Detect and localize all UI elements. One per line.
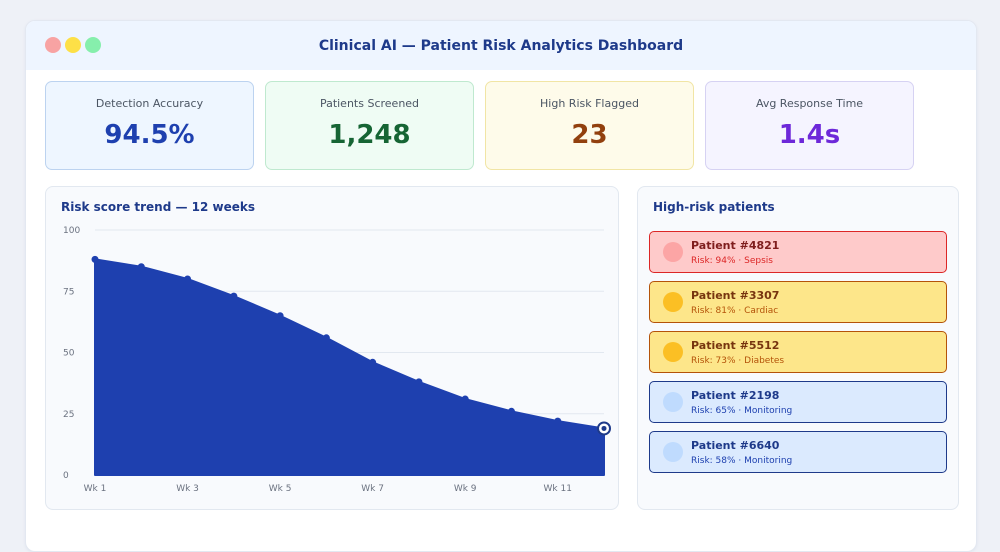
patient-name: Patient #3307	[691, 289, 780, 302]
metric-card-patients-screened: Patients Screened 1,248	[265, 81, 474, 170]
y-tick-label: 0	[63, 471, 69, 481]
patient-card[interactable]: Patient #2198 Risk: 65% · Monitoring	[649, 381, 947, 423]
high-risk-patients-title: High-risk patients	[653, 200, 775, 214]
patient-card[interactable]: Patient #3307 Risk: 81% · Cardiac	[649, 281, 947, 323]
title-bar: Clinical AI — Patient Risk Analytics Das…	[26, 21, 976, 70]
data-point	[507, 407, 515, 415]
risk-indicator-icon	[663, 292, 683, 312]
metric-label: Detection Accuracy	[95, 97, 204, 110]
metric-label: Patients Screened	[319, 97, 420, 110]
data-point	[322, 334, 330, 342]
patient-card[interactable]: Patient #6640 Risk: 58% · Monitoring	[649, 431, 947, 473]
x-tick-label: Wk 7	[361, 484, 384, 494]
high-risk-patients-panel: High-risk patients Patient #4821 Risk: 94…	[637, 186, 959, 510]
risk-indicator-icon	[663, 392, 683, 412]
metric-card-avg-response-time: Avg Response Time 1.4s	[705, 81, 914, 170]
patient-risk-detail: Risk: 65% · Monitoring	[691, 406, 793, 416]
latest-data-point-center	[601, 425, 607, 431]
x-tick-label: Wk 9	[454, 484, 477, 494]
metric-card-high-risk-flagged: High Risk Flagged 23	[485, 81, 694, 170]
maximize-window-button[interactable]	[85, 37, 101, 53]
window-title: Clinical AI — Patient Risk Analytics Das…	[318, 38, 684, 54]
minimize-window-button[interactable]	[65, 37, 81, 53]
metric-label: Avg Response Time	[755, 97, 864, 110]
patient-risk-detail: Risk: 94% · Sepsis	[691, 256, 773, 266]
patient-risk-detail: Risk: 58% · Monitoring	[691, 456, 793, 466]
y-tick-label: 75	[63, 287, 74, 297]
data-point	[230, 292, 238, 300]
risk-indicator-icon	[663, 242, 683, 262]
risk-trend-panel: 0 25 50 75 100 Wk 1 Wk 3 Wk 5 Wk 7 Wk 9 Wk 11 Risk…	[45, 186, 619, 510]
metric-card-detection-accuracy: Detection Accuracy 94.5%	[45, 81, 254, 170]
data-point	[276, 312, 284, 320]
metric-value: 23	[571, 120, 608, 150]
x-tick-label: Wk 5	[269, 484, 292, 494]
patient-risk-detail: Risk: 81% · Cardiac	[691, 306, 779, 316]
patient-name: Patient #4821	[691, 239, 780, 252]
data-point	[415, 378, 423, 386]
x-tick-label: Wk 1	[84, 484, 107, 494]
metric-value: 1,248	[328, 120, 411, 150]
patient-name: Patient #5512	[691, 339, 780, 352]
x-tick-label: Wk 11	[544, 484, 572, 494]
data-point	[184, 275, 192, 283]
data-point	[91, 255, 99, 263]
risk-indicator-icon	[663, 442, 683, 462]
y-tick-label: 50	[63, 349, 75, 359]
risk-trend-title: Risk score trend — 12 weeks	[61, 200, 256, 214]
data-point	[137, 263, 145, 271]
y-tick-label: 25	[63, 410, 74, 420]
close-window-button[interactable]	[45, 37, 61, 53]
patient-risk-detail: Risk: 73% · Diabetes	[691, 356, 785, 366]
risk-indicator-icon	[663, 342, 683, 362]
data-point	[369, 358, 377, 366]
risk-trend-chart: 0 25 50 75 100 Wk 1 Wk 3 Wk 5 Wk 7 Wk 9 Wk 11	[63, 226, 611, 494]
patient-card[interactable]: Patient #4821 Risk: 94% · Sepsis	[649, 231, 947, 273]
patient-name: Patient #6640	[691, 439, 780, 452]
patient-card[interactable]: Patient #5512 Risk: 73% · Diabetes	[649, 331, 947, 373]
data-point	[461, 395, 469, 403]
y-tick-label: 100	[63, 226, 80, 236]
metric-label: High Risk Flagged	[540, 97, 639, 110]
metric-value: 94.5%	[104, 120, 195, 150]
data-point	[554, 417, 562, 425]
x-tick-label: Wk 3	[176, 484, 199, 494]
patient-name: Patient #2198	[691, 389, 780, 402]
metric-value: 1.4s	[778, 120, 841, 150]
dashboard-window: Clinical AI — Patient Risk Analytics Das…	[25, 20, 977, 552]
